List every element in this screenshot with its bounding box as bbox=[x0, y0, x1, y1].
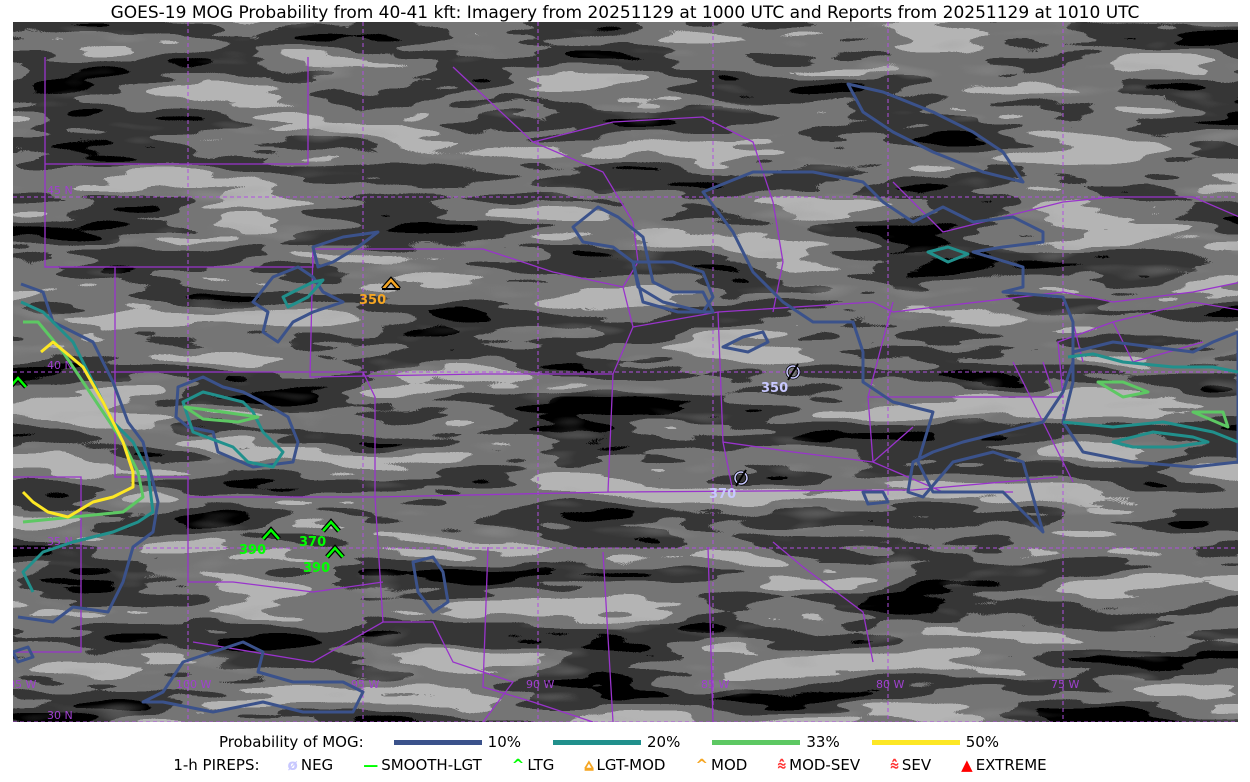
pirep-type: SMOOTH-LGT bbox=[381, 756, 482, 774]
pirep-legend-item: ^ MOD bbox=[695, 756, 747, 774]
pirep-altitude-label: 390 bbox=[303, 561, 330, 576]
caret-icon: ^ bbox=[695, 756, 709, 774]
probability-value: 20% bbox=[647, 733, 681, 751]
pirep-ltg-marker: 390 bbox=[239, 526, 281, 558]
pirep-altitude-label: 390 bbox=[239, 543, 266, 558]
contour-10-west bbox=[17, 282, 160, 624]
pirep-type: LTG bbox=[527, 756, 555, 774]
pirep-type: NEG bbox=[300, 756, 334, 774]
contour-10-south bbox=[141, 640, 365, 714]
pirep-neg-marker: 370 bbox=[709, 469, 749, 502]
contour-10-nebraska bbox=[251, 265, 345, 344]
contour-20-west bbox=[20, 300, 155, 593]
pirep-type: MOD-SEV bbox=[789, 756, 861, 774]
color-swatch bbox=[393, 739, 482, 745]
contour-10-wy bbox=[13, 645, 35, 664]
color-swatch bbox=[712, 739, 801, 745]
contour-10-sd bbox=[311, 230, 380, 269]
line-icon: — bbox=[363, 756, 379, 774]
contour-20-nebraska bbox=[281, 278, 325, 309]
pirep-legend: 1-h PIREPS: ø NEG — SMOOTH-LGT ^ LTG ⩠ LGT-MOD ^… bbox=[0, 756, 1250, 774]
pirep-type: EXTREME bbox=[975, 756, 1047, 774]
longitude-label: 100 W bbox=[176, 678, 211, 691]
pirep-legend-item: — SMOOTH-LGT bbox=[363, 756, 482, 774]
mog-contours bbox=[13, 82, 1238, 714]
pirep-legend-item: ^ LTG bbox=[512, 756, 555, 774]
latitude-label: 40 N bbox=[47, 359, 73, 372]
contour-20-east bbox=[1062, 352, 1238, 449]
probability-value: 33% bbox=[806, 733, 840, 751]
contour-33-east bbox=[1096, 380, 1230, 429]
pirep-legend-item: ⩯ SEV bbox=[890, 756, 931, 774]
pirep-type: MOD bbox=[711, 756, 748, 774]
double-caret-icon: ⩯ bbox=[890, 756, 899, 774]
contour-20-kansas bbox=[181, 390, 285, 469]
longitude-label: 80 W bbox=[876, 678, 904, 691]
pirep-legend-item: ▲ EXTREME bbox=[961, 756, 1047, 774]
contour-10-ar bbox=[411, 555, 450, 614]
probability-legend-item: 50% bbox=[871, 733, 1000, 751]
caret-bar-icon: ⩠ bbox=[584, 756, 594, 774]
latitude-label: 30 N bbox=[47, 709, 73, 722]
longitude-label: 75 W bbox=[1051, 678, 1079, 691]
pirep-ltg-marker: 380 bbox=[13, 374, 28, 406]
contour-10-mi bbox=[701, 170, 1075, 534]
color-swatch bbox=[871, 739, 960, 745]
probability-legend-label: Probability of MOG: bbox=[218, 733, 364, 751]
pirep-legend-label: 1-h PIREPS: bbox=[173, 756, 260, 774]
caret-icon: ^ bbox=[511, 756, 525, 774]
latitude-label: 45 N bbox=[47, 184, 73, 197]
contour-10-in bbox=[721, 330, 890, 506]
pirep-ltg-marker: 390 bbox=[303, 544, 345, 576]
probability-legend-item: 33% bbox=[712, 733, 840, 751]
contour-10-ia bbox=[631, 260, 715, 314]
pirep-altitude-label: 350 bbox=[359, 293, 386, 308]
probability-legend-item: 10% bbox=[393, 733, 522, 751]
longitude-label: 85 W bbox=[701, 678, 729, 691]
contour-33-kansas bbox=[183, 405, 260, 424]
pirep-legend-item: ø NEG bbox=[288, 756, 334, 774]
pirep-altitude-label: 350 bbox=[761, 381, 788, 396]
neg-circle-slash-icon: ø bbox=[287, 756, 298, 774]
double-caret-bar-icon: ⩯ bbox=[777, 756, 787, 774]
pirep-legend-item: ⩠ LGT-MOD bbox=[584, 756, 665, 774]
pirep-markers: 350 380 390 370 390 350 370 bbox=[13, 276, 801, 576]
pirep-altitude-label: 370 bbox=[299, 535, 326, 550]
longitude-label: 95 W bbox=[351, 678, 379, 691]
probability-value: 10% bbox=[487, 733, 522, 751]
pirep-type: SEV bbox=[901, 756, 932, 774]
probability-value: 50% bbox=[965, 733, 1000, 751]
state-boundaries bbox=[13, 57, 1238, 722]
probability-legend: Probability of MOG: 10% 20% 33% 50% bbox=[0, 733, 1250, 751]
triangle-icon: ▲ bbox=[961, 756, 973, 774]
color-swatch bbox=[553, 739, 642, 745]
contour-50-west bbox=[21, 340, 135, 519]
pirep-ltg-marker: 370 bbox=[299, 518, 341, 550]
contour-20-ny bbox=[926, 245, 970, 264]
longitude-label: 105 W bbox=[13, 678, 36, 691]
probability-legend-item: 20% bbox=[553, 733, 680, 751]
figure-title: GOES-19 MOG Probability from 40-41 kft: … bbox=[110, 3, 1140, 23]
pirep-altitude-label: 370 bbox=[709, 487, 736, 502]
pirep-neg-marker: 350 bbox=[761, 363, 801, 396]
contour-10-canada bbox=[846, 82, 1025, 184]
pirep-mod-marker: 350 bbox=[359, 276, 401, 308]
longitude-label: 90 W bbox=[526, 678, 554, 691]
pirep-type: LGT-MOD bbox=[596, 756, 666, 774]
pirep-legend-item: ⩯ MOD-SEV bbox=[777, 756, 860, 774]
